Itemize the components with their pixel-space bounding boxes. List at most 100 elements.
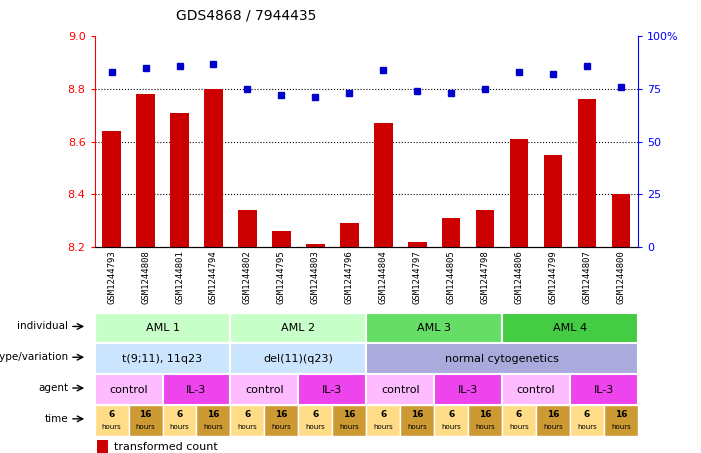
- Text: GSM1244808: GSM1244808: [141, 250, 150, 304]
- Text: GDS4868 / 7944435: GDS4868 / 7944435: [176, 9, 316, 23]
- Bar: [434, 405, 468, 436]
- Bar: [196, 405, 231, 436]
- Bar: [299, 374, 366, 405]
- Bar: [570, 405, 604, 436]
- Text: del(11)(q23): del(11)(q23): [264, 354, 333, 364]
- Text: hours: hours: [442, 424, 461, 430]
- Text: 16: 16: [479, 410, 491, 419]
- Bar: [231, 343, 367, 374]
- Bar: [544, 155, 562, 247]
- Bar: [299, 405, 332, 436]
- Text: hours: hours: [577, 424, 597, 430]
- Bar: [231, 405, 264, 436]
- Text: hours: hours: [102, 424, 121, 430]
- Text: AML 1: AML 1: [146, 323, 179, 333]
- Text: hours: hours: [543, 424, 563, 430]
- Text: GSM1244796: GSM1244796: [345, 250, 354, 304]
- Bar: [536, 405, 570, 436]
- Bar: [231, 374, 299, 405]
- Text: GSM1244807: GSM1244807: [583, 250, 592, 304]
- Text: t(9;11), 11q23: t(9;11), 11q23: [123, 354, 203, 364]
- Text: GSM1244799: GSM1244799: [548, 250, 557, 304]
- Text: hours: hours: [407, 424, 427, 430]
- Text: 16: 16: [615, 410, 627, 419]
- Bar: [468, 405, 502, 436]
- Bar: [570, 374, 638, 405]
- Text: GSM1244801: GSM1244801: [175, 250, 184, 304]
- Text: time: time: [44, 414, 68, 424]
- Text: AML 4: AML 4: [553, 323, 587, 333]
- Text: 16: 16: [343, 410, 355, 419]
- Text: genotype/variation: genotype/variation: [0, 352, 68, 362]
- Text: GSM1244802: GSM1244802: [243, 250, 252, 304]
- Bar: [434, 374, 502, 405]
- Text: agent: agent: [38, 383, 68, 393]
- Text: AML 2: AML 2: [281, 323, 315, 333]
- Text: GSM1244794: GSM1244794: [209, 250, 218, 304]
- Bar: [476, 210, 494, 247]
- Bar: [136, 94, 155, 247]
- Text: 16: 16: [547, 410, 559, 419]
- Bar: [442, 218, 461, 247]
- Bar: [306, 244, 325, 247]
- Text: hours: hours: [271, 424, 291, 430]
- Bar: [367, 405, 400, 436]
- Bar: [604, 405, 638, 436]
- Bar: [400, 405, 434, 436]
- Text: individual: individual: [17, 322, 68, 332]
- Text: 6: 6: [584, 410, 590, 419]
- Bar: [163, 374, 231, 405]
- Bar: [95, 343, 231, 374]
- Text: 6: 6: [312, 410, 318, 419]
- Bar: [95, 405, 128, 436]
- Bar: [95, 313, 231, 343]
- Text: GSM1244795: GSM1244795: [277, 250, 286, 304]
- Text: control: control: [517, 385, 555, 395]
- Text: transformed count: transformed count: [114, 442, 217, 452]
- Text: control: control: [245, 385, 284, 395]
- Bar: [374, 123, 393, 247]
- Bar: [97, 440, 108, 453]
- Bar: [502, 374, 570, 405]
- Bar: [367, 374, 434, 405]
- Text: control: control: [381, 385, 419, 395]
- Text: GSM1244797: GSM1244797: [413, 250, 422, 304]
- Bar: [611, 194, 630, 247]
- Bar: [367, 313, 502, 343]
- Bar: [264, 405, 299, 436]
- Text: GSM1244804: GSM1244804: [379, 250, 388, 304]
- Text: IL-3: IL-3: [186, 385, 207, 395]
- Bar: [204, 89, 223, 247]
- Text: hours: hours: [170, 424, 189, 430]
- Bar: [272, 231, 291, 247]
- Bar: [510, 139, 529, 247]
- Text: hours: hours: [374, 424, 393, 430]
- Text: normal cytogenetics: normal cytogenetics: [445, 354, 559, 364]
- Text: 6: 6: [516, 410, 522, 419]
- Bar: [332, 405, 366, 436]
- Text: 16: 16: [275, 410, 287, 419]
- Bar: [340, 223, 359, 247]
- Bar: [408, 241, 426, 247]
- Bar: [231, 313, 367, 343]
- Text: control: control: [109, 385, 148, 395]
- Bar: [170, 113, 189, 247]
- Text: hours: hours: [136, 424, 156, 430]
- Bar: [578, 99, 597, 247]
- Bar: [128, 405, 163, 436]
- Text: hours: hours: [475, 424, 495, 430]
- Text: GSM1244798: GSM1244798: [481, 250, 489, 304]
- Text: GSM1244805: GSM1244805: [447, 250, 456, 304]
- Text: hours: hours: [306, 424, 325, 430]
- Bar: [502, 313, 638, 343]
- Bar: [502, 405, 536, 436]
- Text: IL-3: IL-3: [594, 385, 614, 395]
- Text: 16: 16: [411, 410, 423, 419]
- Bar: [238, 210, 257, 247]
- Text: hours: hours: [611, 424, 631, 430]
- Text: GSM1244806: GSM1244806: [515, 250, 524, 304]
- Text: 6: 6: [109, 410, 115, 419]
- Text: hours: hours: [203, 424, 224, 430]
- Bar: [163, 405, 196, 436]
- Text: IL-3: IL-3: [322, 385, 343, 395]
